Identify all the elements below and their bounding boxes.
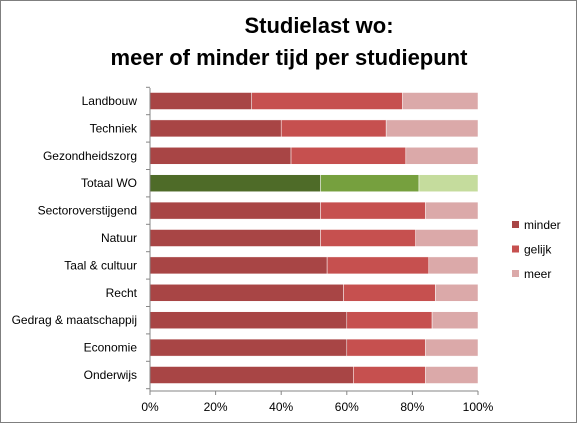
- bar-minder: [149, 92, 252, 110]
- bar-gelijk: [346, 311, 433, 329]
- bar-meer: [402, 92, 479, 110]
- chart-subtitle: meer of minder tijd per studiepunt: [111, 45, 469, 70]
- x-tick-label: 80%: [400, 400, 424, 414]
- bar-minder: [149, 229, 321, 247]
- legend-label-gelijk: gelijk: [524, 243, 552, 257]
- bar-minder: [149, 366, 354, 384]
- category-label: Sectoroverstijgend: [38, 204, 137, 218]
- category-label: Gezondheidszorg: [43, 149, 137, 163]
- x-tick-label: 100%: [463, 400, 494, 414]
- bar-gelijk: [320, 229, 416, 247]
- bar-gelijk: [346, 338, 426, 357]
- bar-gelijk: [280, 119, 387, 138]
- bar-meer: [405, 147, 479, 165]
- chart-title: Studielast wo:: [244, 13, 393, 38]
- legend-label-meer: meer: [524, 267, 551, 281]
- bar-minder: [149, 147, 292, 165]
- plot-area: Landbouw Techniek Gezondheidszorg Totaal WO…: [12, 86, 494, 414]
- bar-meer: [425, 366, 479, 384]
- bar-gelijk: [251, 92, 403, 110]
- category-label: Totaal WO: [81, 176, 137, 190]
- legend: minder gelijk meer: [512, 218, 561, 281]
- legend-label-minder: minder: [524, 218, 561, 232]
- bar-meer: [425, 201, 479, 220]
- legend-swatch-meer: [512, 270, 519, 277]
- bar-gelijk: [320, 201, 426, 220]
- category-label: Landbouw: [82, 94, 138, 108]
- legend-swatch-gelijk: [512, 245, 519, 253]
- bar-minder: [149, 338, 348, 357]
- category-label: Recht: [106, 286, 138, 300]
- category-label: Onderwijs: [84, 368, 137, 382]
- x-tick-label: 60%: [335, 400, 359, 414]
- bar-meer: [428, 256, 479, 275]
- bar-gelijk: [290, 147, 407, 165]
- bar-minder: [149, 311, 348, 329]
- bar-minder: [149, 174, 321, 192]
- x-tick-label: 40%: [269, 400, 293, 414]
- bar-minder: [149, 284, 344, 302]
- bar-minder: [149, 201, 321, 220]
- category-label: Gedrag & maatschappij: [12, 313, 137, 327]
- bar-meer: [418, 174, 479, 192]
- category-label: Natuur: [101, 231, 137, 245]
- x-tick-label: 20%: [204, 400, 228, 414]
- category-label: Economie: [84, 341, 138, 355]
- category-label: Taal & cultuur: [64, 258, 137, 272]
- bar-gelijk: [326, 256, 430, 275]
- bar-meer: [431, 311, 479, 329]
- x-tick-label: 0%: [141, 400, 159, 414]
- category-label: Techniek: [90, 121, 138, 135]
- bar-meer: [425, 338, 479, 357]
- bar-minder: [149, 119, 282, 138]
- bar-meer: [415, 229, 479, 247]
- bar-gelijk: [353, 366, 426, 384]
- bar-meer: [385, 119, 479, 138]
- bar-minder: [149, 256, 328, 275]
- bar-meer: [435, 284, 479, 302]
- bar-gelijk: [320, 174, 420, 192]
- legend-swatch-minder: [512, 221, 519, 228]
- bar-gelijk: [343, 284, 436, 302]
